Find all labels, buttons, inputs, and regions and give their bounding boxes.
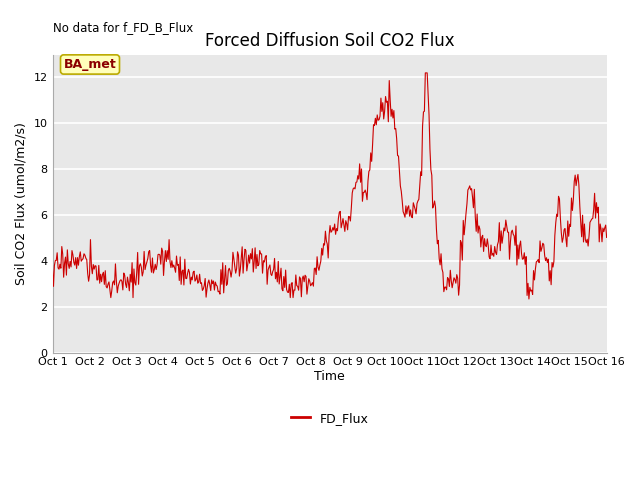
Y-axis label: Soil CO2 Flux (umol/m2/s): Soil CO2 Flux (umol/m2/s): [15, 122, 28, 285]
Text: BA_met: BA_met: [63, 58, 116, 71]
Legend: FD_Flux: FD_Flux: [286, 407, 373, 430]
Text: No data for f_FD_B_Flux: No data for f_FD_B_Flux: [52, 21, 193, 34]
Title: Forced Diffusion Soil CO2 Flux: Forced Diffusion Soil CO2 Flux: [205, 32, 454, 50]
X-axis label: Time: Time: [314, 370, 345, 383]
